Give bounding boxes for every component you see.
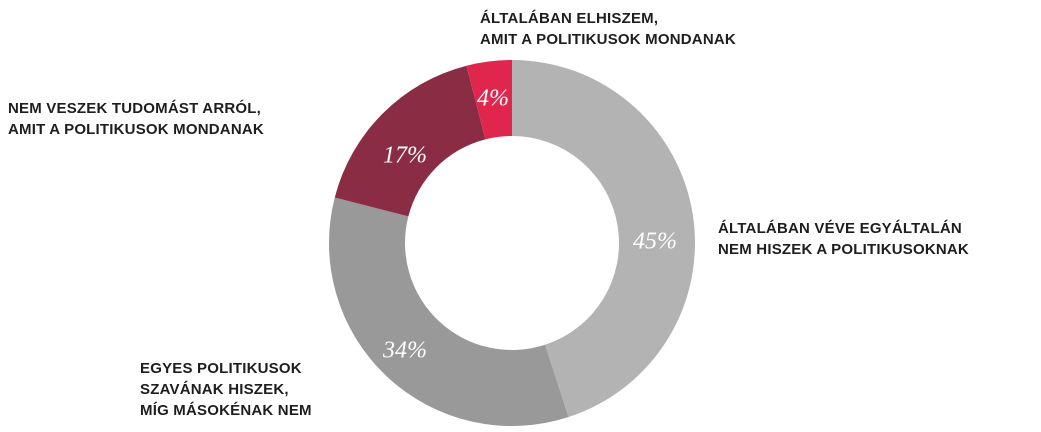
donut-segment (466, 60, 512, 140)
value-label: 34% (382, 338, 427, 364)
donut-segment (334, 65, 486, 217)
value-label: 45% (633, 229, 677, 255)
category-label: NEM VESZEK TUDOMÁST ARRÓL, AMIT A POLITI… (8, 100, 264, 138)
value-label: 4% (477, 86, 509, 112)
donut-segment (512, 60, 695, 418)
donut-segment (328, 197, 569, 426)
category-label: ÁLTALÁBAN ELHISZEM, AMIT A POLITIKUSOK M… (480, 10, 736, 48)
category-label: ÁLTALÁBAN VÉVE EGYÁLTALÁN NEM HISZEK A P… (718, 220, 969, 258)
category-label: EGYES POLITIKUSOK SZAVÁNAK HISZEK, MÍG M… (140, 360, 312, 419)
value-label: 17% (383, 143, 427, 169)
